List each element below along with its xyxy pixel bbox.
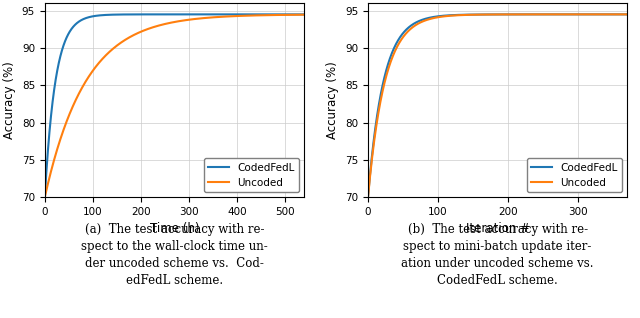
Line: CodedFedL: CodedFedL [368, 14, 627, 197]
Y-axis label: Accuracy (%): Accuracy (%) [3, 61, 16, 139]
Uncoded [219, 15, 227, 19]
CodedFedL [155, 12, 163, 16]
Uncoded [67, 108, 75, 112]
Uncoded [364, 195, 372, 199]
X-axis label: Time (h): Time (h) [150, 222, 199, 235]
Uncoded [155, 24, 163, 27]
Uncoded [146, 26, 154, 30]
CodedFedL [478, 13, 486, 17]
CodedFedL [248, 12, 255, 16]
CodedFedL [146, 12, 154, 16]
CodedFedL [41, 195, 49, 199]
Uncoded [623, 12, 631, 16]
CodedFedL [390, 45, 398, 49]
CodedFedL [67, 27, 75, 31]
Text: (b)  The test accuracy with re-
spect to mini-batch update iter-
ation under unc: (b) The test accuracy with re- spect to … [401, 223, 594, 287]
CodedFedL [542, 12, 550, 16]
Uncoded [478, 13, 486, 17]
CodedFedL [364, 195, 372, 199]
Uncoded [469, 13, 477, 17]
Text: (a)  The test accuracy with re-
spect to the wall-clock time un-
der uncoded sch: (a) The test accuracy with re- spect to … [81, 223, 268, 287]
CodedFedL [566, 12, 574, 16]
Legend: CodedFedL, Uncoded: CodedFedL, Uncoded [527, 158, 622, 192]
Uncoded [248, 14, 255, 17]
CodedFedL [243, 12, 251, 16]
Uncoded [41, 195, 49, 199]
Uncoded [243, 14, 251, 17]
Uncoded [571, 12, 579, 16]
Line: Uncoded: Uncoded [368, 14, 627, 197]
Uncoded [542, 12, 550, 16]
Y-axis label: Accuracy (%): Accuracy (%) [326, 61, 339, 139]
Legend: CodedFedL, Uncoded: CodedFedL, Uncoded [204, 158, 299, 192]
Line: Uncoded: Uncoded [45, 15, 304, 197]
CodedFedL [623, 12, 631, 16]
Line: CodedFedL: CodedFedL [45, 14, 304, 197]
Uncoded [300, 13, 308, 17]
CodedFedL [571, 12, 579, 16]
X-axis label: Iteration #: Iteration # [466, 222, 530, 235]
CodedFedL [469, 13, 477, 17]
CodedFedL [219, 12, 227, 16]
Uncoded [390, 50, 398, 54]
CodedFedL [300, 12, 308, 16]
Uncoded [566, 12, 574, 16]
